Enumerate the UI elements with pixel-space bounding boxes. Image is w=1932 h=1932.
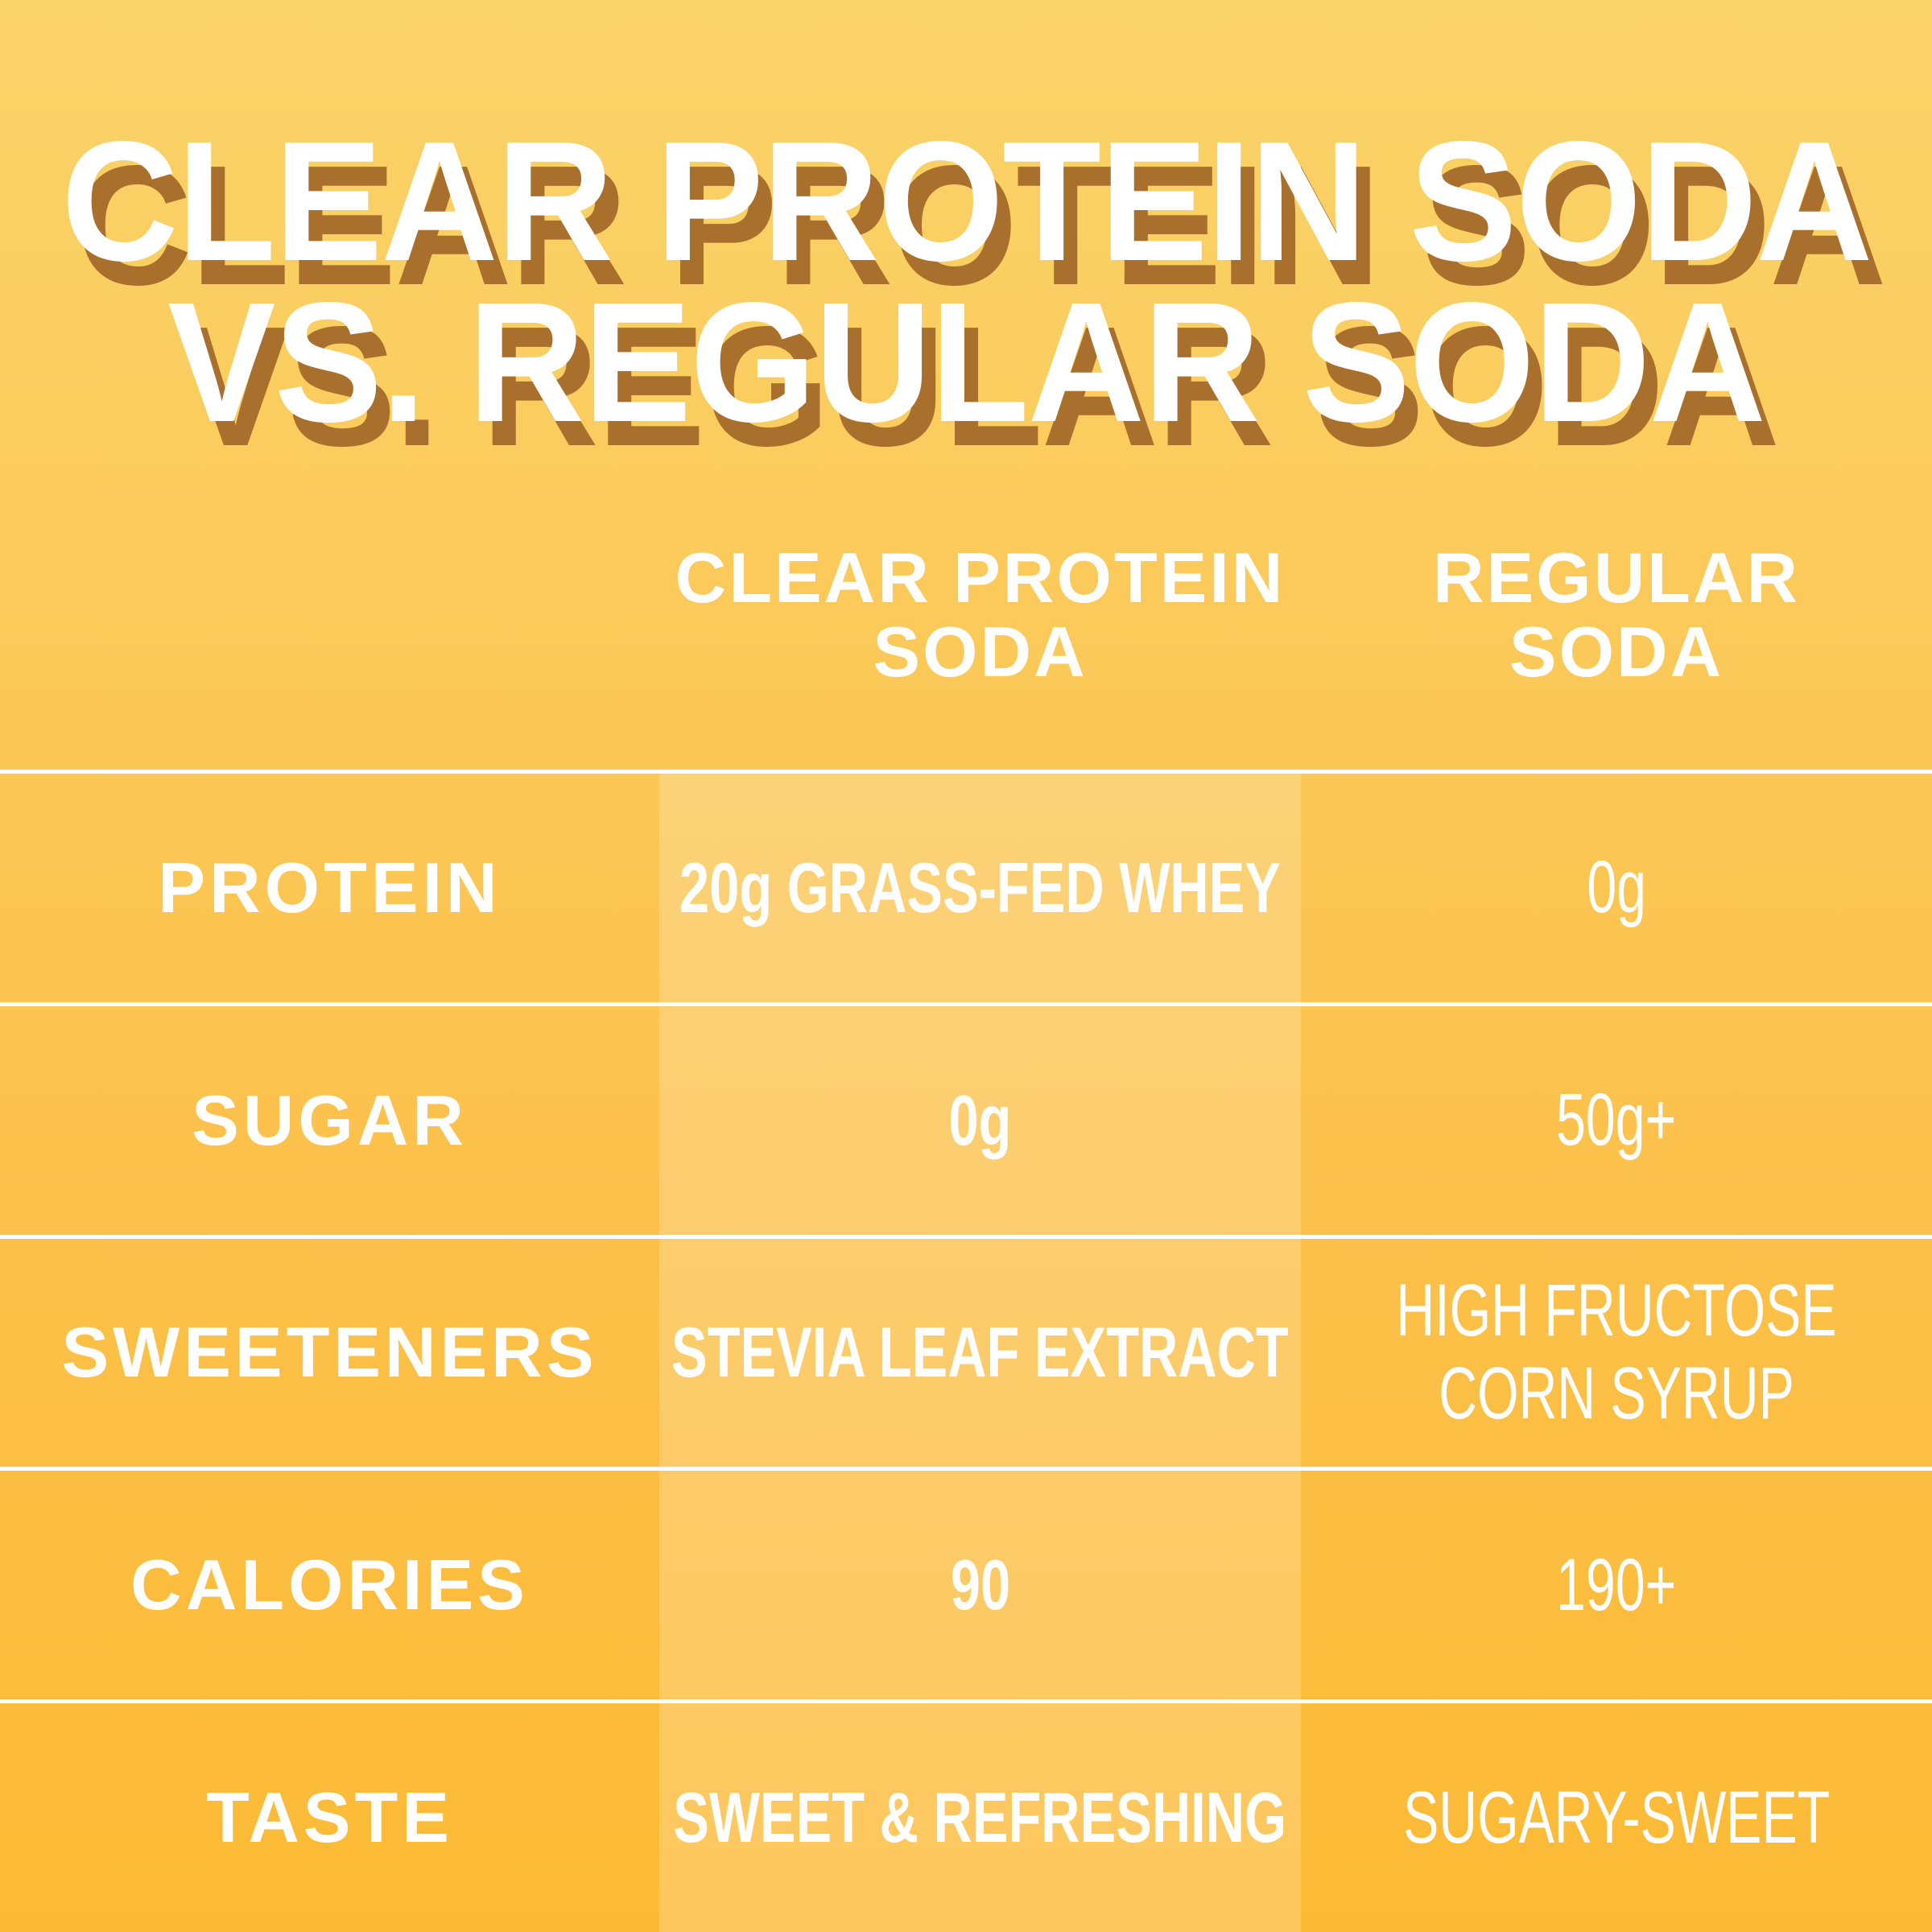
title-line-1: CLEAR PROTEIN SODA (60, 105, 1872, 296)
sugar-regular-cell: 50g+ (1301, 1006, 1932, 1235)
row-label-protein-cell: PROTEIN (0, 774, 659, 1002)
table-row-protein: PROTEIN 20g GRASS-FED WHEY 0g (0, 770, 1932, 1002)
calories-regular-cell: 190+ (1301, 1471, 1932, 1699)
taste-regular-value: SUGARY-SWEET (1402, 1776, 1831, 1859)
page-title-row-1: CLEAR PROTEIN SODA (0, 105, 1932, 296)
column-header-regular-soda: REGULAR SODA (1301, 541, 1932, 689)
title-line-2: VS. REGULAR SODA (167, 266, 1766, 457)
table-row-taste: TASTE SWEET & REFRESHING SUGARY-SWEET (0, 1699, 1932, 1932)
row-label-protein: PROTEIN (158, 847, 502, 927)
row-label-calories-cell: CALORIES (0, 1471, 659, 1699)
sweeteners-regular-line-1: HIGH FRUCTOSE (1396, 1269, 1837, 1352)
comparison-table: PROTEIN 20g GRASS-FED WHEY 0g SUGAR 0g 5… (0, 770, 1932, 1932)
sweeteners-regular-line-2: CORN SYRUP (1439, 1352, 1794, 1435)
row-label-sweeteners-cell: SWEETENERS (0, 1239, 659, 1468)
column-header-regular-line-2: SODA (1509, 612, 1724, 691)
table-row-sugar: SUGAR 0g 50g+ (0, 1001, 1932, 1235)
row-label-sugar-cell: SUGAR (0, 1006, 659, 1235)
table-row-sweeteners: SWEETENERS STEVIA LEAF EXTRACT HIGH FRUC… (0, 1234, 1932, 1468)
taste-clear-cell: SWEET & REFRESHING (659, 1703, 1301, 1932)
taste-regular-cell: SUGARY-SWEET (1301, 1703, 1932, 1932)
sweeteners-clear-cell: STEVIA LEAF EXTRACT (659, 1239, 1301, 1468)
row-label-calories: CALORIES (130, 1545, 529, 1625)
clear-protein-soda-highlight-band (659, 770, 1301, 1932)
sweeteners-regular-value: HIGH FRUCTOSE CORN SYRUP (1396, 1269, 1836, 1435)
calories-regular-value: 190+ (1556, 1543, 1677, 1626)
page-title: CLEAR PROTEIN SODA VS. REGULAR SODA (0, 105, 1932, 457)
protein-regular-value: 0g (1587, 846, 1646, 929)
sweeteners-regular-cell: HIGH FRUCTOSE CORN SYRUP (1301, 1239, 1932, 1468)
row-label-taste: TASTE (206, 1777, 453, 1858)
column-header-clear-line-2: SODA (873, 612, 1088, 691)
row-label-sweeteners: SWEETENERS (61, 1312, 598, 1393)
page-title-row-2: VS. REGULAR SODA (0, 266, 1932, 457)
row-label-taste-cell: TASTE (0, 1703, 659, 1932)
column-headers: CLEAR PROTEIN SODA REGULAR SODA (0, 541, 1932, 694)
table-row-calories: CALORIES 90 190+ (0, 1467, 1932, 1699)
protein-clear-value: 20g GRASS-FED WHEY (679, 847, 1281, 927)
protein-regular-cell: 0g (1301, 774, 1932, 1002)
protein-clear-cell: 20g GRASS-FED WHEY (659, 774, 1301, 1002)
column-header-clear-line-1: CLEAR PROTEIN (675, 538, 1286, 617)
row-label-sugar: SUGAR (192, 1080, 468, 1160)
sugar-regular-value: 50g+ (1556, 1079, 1677, 1162)
calories-clear-cell: 90 (659, 1471, 1301, 1699)
calories-clear-value: 90 (950, 1545, 1010, 1625)
taste-clear-value: SWEET & REFRESHING (673, 1777, 1287, 1858)
sugar-clear-cell: 0g (659, 1006, 1301, 1235)
sugar-clear-value: 0g (948, 1080, 1012, 1160)
column-header-regular-line-1: REGULAR (1432, 538, 1801, 617)
sweeteners-clear-value: STEVIA LEAF EXTRACT (671, 1312, 1289, 1393)
column-header-clear-protein-soda: CLEAR PROTEIN SODA (659, 541, 1301, 689)
